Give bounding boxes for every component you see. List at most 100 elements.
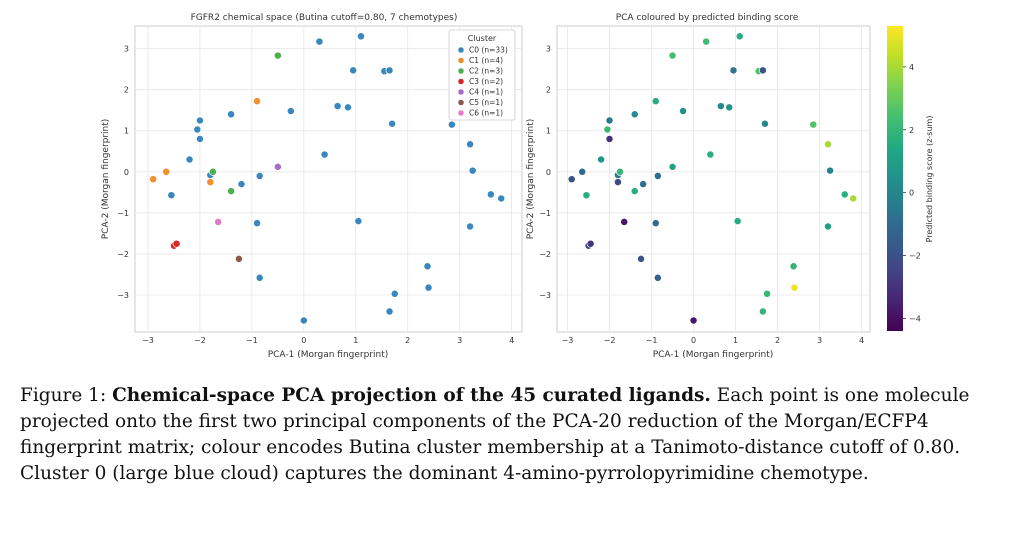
left-y-tick-label: −1 xyxy=(117,209,129,218)
right-y-tick-label: −3 xyxy=(539,291,551,300)
colorbar-tick-label: 4 xyxy=(909,63,914,72)
left-x-tick-label: 2 xyxy=(405,336,410,345)
cluster-point-c0 xyxy=(349,66,358,75)
right-tick-labels: −3 −2 −1 0 1 2 3 4 −3 −2 −1 0 1 2 3 xyxy=(539,45,864,345)
score-point xyxy=(567,175,576,184)
score-point xyxy=(733,217,742,226)
cluster-point-c2 xyxy=(208,167,217,176)
right-x-tick-label: −1 xyxy=(646,336,658,345)
left-x-tick-label: −1 xyxy=(246,336,258,345)
score-point xyxy=(668,162,677,171)
legend-marker xyxy=(457,46,465,54)
score-point xyxy=(702,37,711,46)
figure-caption: Figure 1: Chemical-space PCA projection … xyxy=(20,383,1010,487)
cluster-point-c0 xyxy=(237,180,246,189)
legend-marker xyxy=(457,78,465,85)
cluster-point-c0 xyxy=(286,107,295,115)
score-point xyxy=(613,178,622,187)
right-y-tick-label: −1 xyxy=(539,209,551,218)
caption-title: Chemical-space PCA projection of the 45 … xyxy=(112,385,711,406)
cluster-legend: Cluster C0 (n=33)C1 (n=4) C2 (n=3)C3 (n=2… xyxy=(448,29,516,121)
score-point xyxy=(761,119,769,128)
score-point xyxy=(789,262,798,271)
legend-items: C0 (n=33)C1 (n=4) C2 (n=3)C3 (n=2) C4 (n=1… xyxy=(457,46,508,118)
score-point xyxy=(668,51,677,60)
score-point xyxy=(790,283,799,292)
left-y-tick-label: 3 xyxy=(124,45,129,54)
left-y-tick-label: −2 xyxy=(117,250,129,259)
cluster-point-c0 xyxy=(255,171,264,180)
legend-marker xyxy=(457,67,465,75)
right-y-tick-label: 0 xyxy=(546,168,551,177)
cluster-point-c0 xyxy=(320,150,329,159)
cluster-point-c0 xyxy=(466,140,475,149)
left-x-axis-label: PCA-1 (Morgan fingerprint) xyxy=(268,350,389,360)
score-point xyxy=(597,155,606,164)
cluster-point-c0 xyxy=(424,283,433,292)
cluster-point-c1 xyxy=(206,178,215,187)
right-y-axis-label: PCA-2 (Morgan fingerprint) xyxy=(526,119,536,240)
left-x-tick-label: 3 xyxy=(457,336,462,345)
right-x-tick-label: 0 xyxy=(691,336,696,345)
right-x-tick-label: −2 xyxy=(604,336,616,345)
cluster-point-c0 xyxy=(185,155,194,164)
score-point xyxy=(582,191,591,200)
cluster-point-c0 xyxy=(354,217,363,226)
score-point xyxy=(729,66,738,75)
cluster-point-c4 xyxy=(273,162,282,171)
caption-body: Each point is one molecule projected ont… xyxy=(20,385,970,484)
cluster-point-c0 xyxy=(390,289,399,298)
right-y-tick-label: −2 xyxy=(539,250,551,259)
score-point xyxy=(616,167,624,176)
figure-svg: FGFR2 chemical space (Butina cutoff=0.80… xyxy=(101,13,934,360)
score-point xyxy=(603,125,612,134)
cluster-point-c2 xyxy=(227,187,236,196)
cluster-point-c0 xyxy=(385,307,394,316)
score-point xyxy=(826,166,835,175)
legend-entry-label: C0 (n=33) xyxy=(469,46,508,55)
cluster-point-c0 xyxy=(255,273,264,282)
score-point xyxy=(849,194,858,203)
score-point xyxy=(689,316,698,325)
legend-marker xyxy=(457,88,465,96)
legend-entry-label: C2 (n=3) xyxy=(469,67,503,76)
caption-label: Figure 1: xyxy=(20,385,107,406)
right-x-tick-label: 3 xyxy=(817,336,822,345)
cluster-point-c0 xyxy=(315,37,324,46)
score-point xyxy=(725,103,734,112)
legend-box xyxy=(448,29,516,121)
score-point xyxy=(824,222,832,231)
cluster-point-c0 xyxy=(195,135,204,143)
score-point xyxy=(651,219,660,228)
cluster-point-c0 xyxy=(253,219,262,228)
right-x-tick-label: 1 xyxy=(733,336,738,345)
left-y-axis-label: PCA-2 (Morgan fingerprint) xyxy=(101,119,111,240)
cluster-point-c0 xyxy=(193,125,202,134)
score-scatter-panel: PCA coloured by predicted binding score … xyxy=(526,13,871,360)
cluster-point-c0 xyxy=(388,119,397,128)
cluster-point-c0 xyxy=(497,194,506,203)
left-points xyxy=(149,32,506,325)
score-point xyxy=(716,102,725,111)
right-y-tick-label: 2 xyxy=(546,86,551,95)
score-point xyxy=(630,187,639,196)
score-point xyxy=(586,239,595,248)
colorbar-tick-label: 0 xyxy=(909,189,914,198)
colorbar-tick-label: 2 xyxy=(909,126,914,135)
left-x-tick-label: −3 xyxy=(142,336,154,345)
left-y-tick-label: −3 xyxy=(117,291,129,300)
legend-entry-label: C5 (n=1) xyxy=(469,98,503,107)
left-x-tick-label: 1 xyxy=(353,336,358,345)
score-point xyxy=(578,167,587,176)
left-x-tick-label: 4 xyxy=(509,336,514,345)
colorbar-tick-label: −4 xyxy=(909,314,921,323)
left-tick-labels: −3 −2 −1 0 1 2 3 4 −3 −2 −1 0 1 2 3 xyxy=(117,45,514,345)
right-y-tick-label: 1 xyxy=(546,127,551,136)
right-plot-area xyxy=(556,25,871,333)
cluster-point-c0 xyxy=(227,110,236,119)
right-y-tick-label: 3 xyxy=(546,45,551,54)
cluster-point-c0 xyxy=(447,120,456,129)
score-point xyxy=(605,116,614,125)
cluster-scatter-panel: FGFR2 chemical space (Butina cutoff=0.80… xyxy=(101,13,523,360)
legend-entry-label: C4 (n=1) xyxy=(469,88,503,97)
